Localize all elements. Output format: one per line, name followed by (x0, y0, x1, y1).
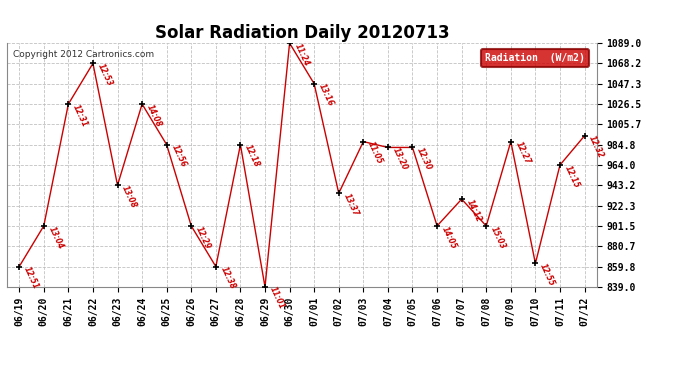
Text: 13:16: 13:16 (317, 82, 335, 108)
Legend: Radiation  (W/m2): Radiation (W/m2) (482, 49, 589, 67)
Text: 12:31: 12:31 (71, 103, 90, 128)
Text: 12:56: 12:56 (170, 143, 188, 169)
Text: 12:55: 12:55 (538, 262, 556, 288)
Text: 14:08: 14:08 (145, 103, 163, 128)
Text: 12:27: 12:27 (513, 140, 532, 166)
Text: 12:18: 12:18 (243, 143, 262, 169)
Text: 11:01: 11:01 (268, 285, 286, 311)
Text: 11:05: 11:05 (366, 140, 384, 166)
Text: 12:32: 12:32 (587, 134, 606, 160)
Text: 13:20: 13:20 (391, 146, 409, 172)
Text: 12:15: 12:15 (563, 164, 581, 189)
Text: 12:38: 12:38 (219, 265, 237, 291)
Text: 13:04: 13:04 (46, 225, 65, 250)
Text: 15:03: 15:03 (489, 225, 507, 250)
Text: 12:51: 12:51 (22, 265, 40, 291)
Text: 12:30: 12:30 (415, 146, 433, 172)
Text: Copyright 2012 Cartronics.com: Copyright 2012 Cartronics.com (13, 51, 154, 59)
Text: 13:37: 13:37 (342, 192, 359, 217)
Text: 12:53: 12:53 (96, 62, 114, 88)
Text: 13:08: 13:08 (120, 184, 139, 210)
Text: 12:29: 12:29 (194, 225, 213, 250)
Text: 11:24: 11:24 (293, 42, 310, 67)
Title: Solar Radiation Daily 20120713: Solar Radiation Daily 20120713 (155, 24, 449, 42)
Text: 14:05: 14:05 (440, 225, 458, 250)
Text: 14:12: 14:12 (464, 198, 483, 223)
